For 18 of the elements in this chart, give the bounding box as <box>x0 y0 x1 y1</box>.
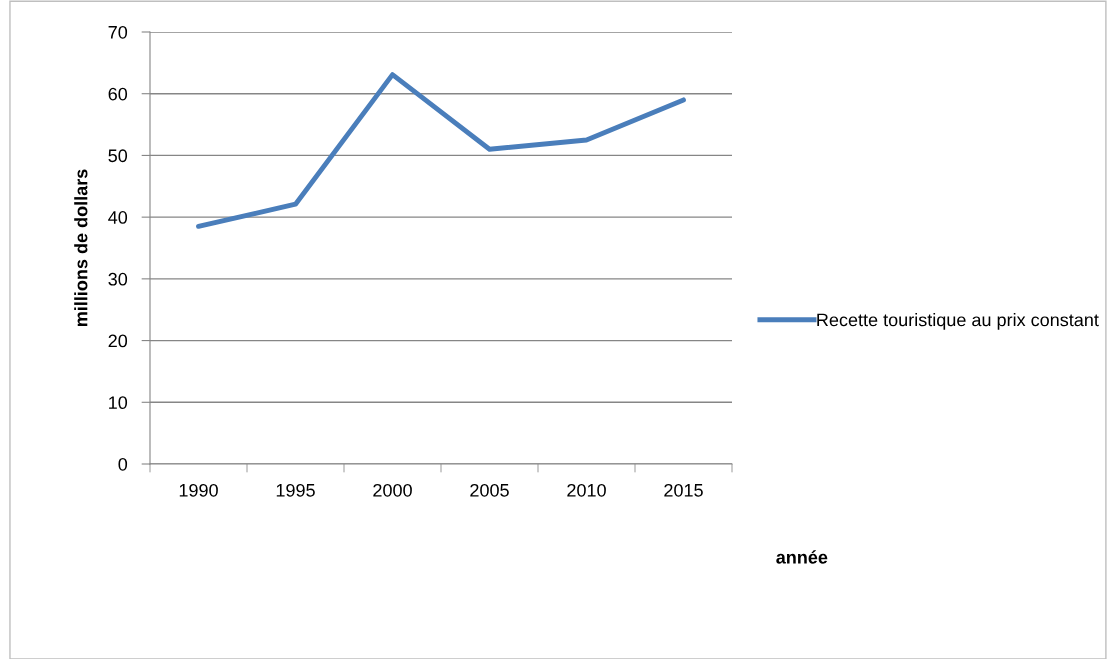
y-tick-label: 70 <box>108 25 128 39</box>
x-axis-title: année <box>776 550 828 564</box>
y-tick-label: 30 <box>108 272 128 286</box>
x-tick-label: 2010 <box>567 483 606 497</box>
y-tick-label: 60 <box>108 87 128 101</box>
legend-label: Recette touristique au prix constant <box>817 313 1099 330</box>
x-tick-label: 2005 <box>470 483 509 497</box>
y-tick-label: 20 <box>108 334 128 348</box>
line-series <box>196 72 686 229</box>
x-tick-label: 1995 <box>276 483 315 497</box>
y-tick-label: 0 <box>118 457 128 471</box>
x-tick-label: 1990 <box>179 483 218 497</box>
x-tick-label: 2000 <box>373 483 412 497</box>
x-tick-label: 2015 <box>664 483 703 497</box>
y-axis-title: millions de dollars <box>74 169 88 327</box>
y-tick-label: 40 <box>108 211 128 224</box>
y-tick-label: 50 <box>108 149 128 163</box>
y-tick-label: 10 <box>109 396 128 410</box>
